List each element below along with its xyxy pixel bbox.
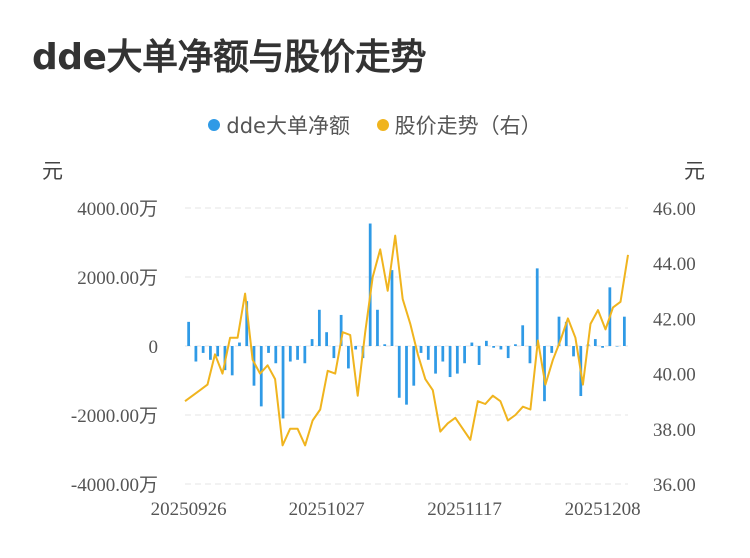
dde-bar	[347, 346, 350, 369]
dde-bar	[528, 346, 532, 364]
y-left-tick-label: 2000.00万	[77, 268, 158, 289]
dde-bar	[535, 268, 539, 346]
dde-bar	[419, 346, 423, 353]
dde-bar	[557, 316, 561, 346]
dde-bar	[288, 346, 292, 362]
legend-label-price: 股价走势（右）	[394, 114, 542, 138]
dde-bar	[281, 346, 285, 419]
dde-bar	[259, 346, 263, 407]
dde-bar	[572, 346, 575, 357]
x-tick-label: 20251208	[565, 499, 641, 520]
dde-bar	[267, 346, 270, 353]
dde-bar	[463, 346, 466, 364]
dde-bar	[550, 346, 554, 353]
dde-bar	[521, 325, 525, 346]
right-axis-unit: 元	[684, 159, 705, 183]
y-right-tick-label: 44.00	[653, 254, 696, 275]
left-axis-unit: 元	[42, 159, 63, 183]
dde-bar	[434, 346, 437, 374]
dde-bar	[426, 346, 430, 360]
dde-bar	[448, 346, 452, 378]
x-tick-label: 20250926	[151, 499, 227, 520]
dde-bar	[325, 332, 328, 346]
dde-bar	[477, 346, 481, 365]
dde-bar	[492, 346, 496, 348]
dde-bar	[252, 346, 256, 386]
dde-bar	[412, 346, 416, 386]
dde-bar	[317, 309, 321, 346]
dde-bar	[601, 346, 604, 348]
dde-bar	[514, 344, 517, 346]
dde-bar	[339, 314, 343, 346]
dde-bar	[383, 344, 387, 346]
dde-bar	[245, 301, 249, 346]
y-left-tick-label: -2000.00万	[71, 406, 158, 427]
y-left-tick-label: 0	[149, 337, 159, 358]
dde-bar	[368, 223, 372, 346]
dde-bar	[194, 346, 198, 362]
dde-bar	[201, 346, 205, 353]
y-right-tick-label: 46.00	[653, 199, 696, 220]
y-left-tick-label: -4000.00万	[71, 475, 158, 496]
legend-dot-price	[376, 119, 389, 131]
dde-bar	[354, 346, 358, 350]
dde-bar	[390, 270, 394, 346]
dde-bar	[296, 346, 299, 360]
legend: dde大单净额 股价走势（右）	[0, 110, 750, 140]
y-right-tick-label: 36.00	[653, 475, 696, 496]
legend-dot-dde	[208, 119, 221, 131]
dde-bar	[564, 321, 568, 346]
dde-bar	[376, 309, 379, 346]
dde-bar	[230, 346, 234, 376]
dde-bar	[238, 342, 241, 346]
dde-bar	[499, 346, 503, 350]
price-line	[184, 234, 629, 447]
x-tick-label: 20251027	[289, 499, 365, 520]
dde-bar	[615, 346, 619, 347]
legend-item-dde[interactable]: dde大单净额	[208, 110, 350, 140]
dde-bar	[593, 339, 597, 346]
y-left-tick-label: 4000.00万	[77, 199, 158, 220]
dde-bar	[470, 342, 474, 346]
y-right-tick-label: 42.00	[653, 309, 696, 330]
dde-bar	[216, 346, 220, 357]
chart-title: dde大单净额与股价走势	[32, 37, 426, 78]
y-right-tick-label: 38.00	[653, 420, 696, 441]
dde-bar	[622, 316, 626, 346]
dde-bar	[303, 346, 307, 364]
y-right-tick-label: 40.00	[653, 365, 696, 386]
legend-item-price[interactable]: 股价走势（右）	[376, 110, 542, 140]
dde-bar	[310, 339, 314, 346]
dde-bar	[441, 346, 445, 362]
dde-bar	[485, 340, 488, 346]
dde-bar	[405, 346, 408, 405]
dde-bar	[209, 346, 212, 360]
legend-label-dde: dde大单净额	[226, 114, 350, 138]
dde-bar	[332, 346, 336, 359]
dde-bar	[455, 346, 459, 374]
dde-bar	[397, 346, 401, 398]
x-tick-label: 20251117	[427, 499, 502, 520]
dde-bar	[274, 346, 278, 364]
dde-bar	[506, 346, 510, 359]
dde-bar	[187, 321, 191, 346]
